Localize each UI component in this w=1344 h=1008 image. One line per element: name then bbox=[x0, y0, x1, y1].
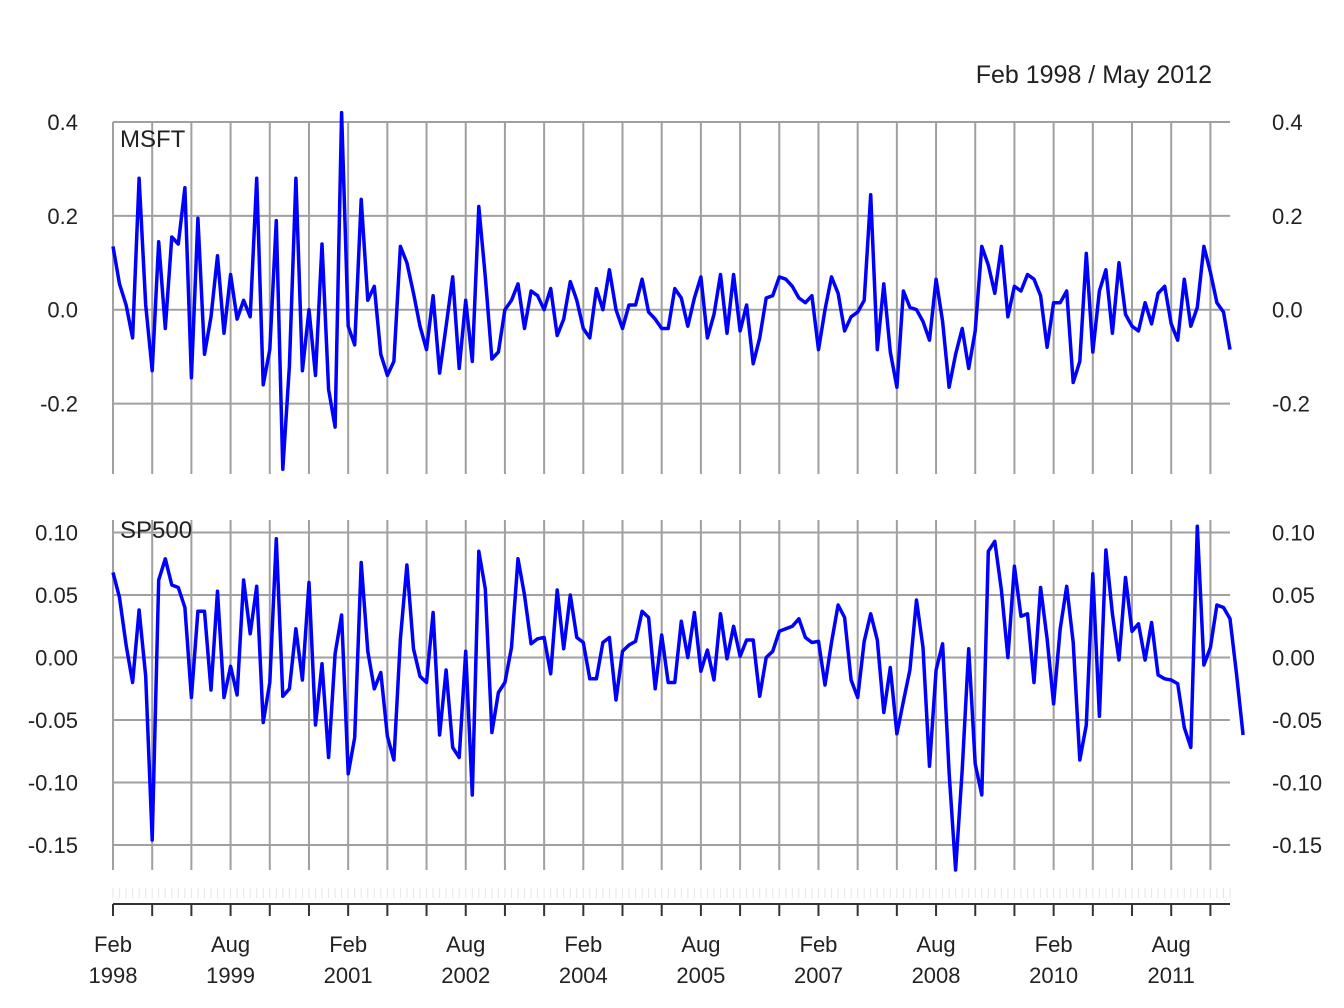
x-tick-label-month: Feb bbox=[800, 932, 838, 957]
msft-panel: -0.2 0.0 0.2 0.4 -0.2 0.0 0.2 0.4 MSFT bbox=[40, 110, 1310, 474]
x-tick-label-year: 2001 bbox=[324, 963, 373, 988]
y-tick-label-right: -0.15 bbox=[1272, 833, 1322, 858]
sp500-y-axis-right: -0.15 -0.10 -0.05 0.00 0.05 0.10 bbox=[1272, 521, 1322, 859]
date-range-label: Feb 1998 / May 2012 bbox=[976, 61, 1212, 89]
x-tick-label-month: Feb bbox=[564, 932, 602, 957]
x-tick-label-month: Aug bbox=[916, 932, 955, 957]
x-axis: Feb 1998 Aug 1999 Feb 2001 Aug 2002 Feb 2004 Aug 20… bbox=[89, 888, 1231, 988]
y-tick-label-left: 0.0 bbox=[47, 298, 78, 323]
msft-y-axis-left: -0.2 0.0 0.2 0.4 bbox=[40, 110, 78, 417]
x-tick-label-month: Feb bbox=[94, 932, 132, 957]
y-tick-label-left: 0.10 bbox=[35, 521, 78, 546]
y-tick-label-right: 0.10 bbox=[1272, 521, 1315, 546]
sp500-panel: -0.15-0.10-0.050.000.050.10 -0.15-0.10-0… bbox=[28, 517, 1322, 872]
x-tick-label-year: 2007 bbox=[794, 963, 843, 988]
x-tick-label-month: Aug bbox=[211, 932, 250, 957]
msft-y-axis-right: -0.2 0.0 0.2 0.4 bbox=[1272, 110, 1310, 417]
y-tick-label-right: 0.05 bbox=[1272, 583, 1315, 608]
x-tick-label-year: 2010 bbox=[1029, 963, 1078, 988]
y-tick-label-left: 0.4 bbox=[47, 110, 78, 135]
x-tick-label-year: 2011 bbox=[1148, 963, 1195, 988]
y-tick-label-left: -0.10 bbox=[28, 771, 78, 796]
y-tick-label-left: 0.2 bbox=[47, 204, 78, 229]
x-tick-label-year: 2005 bbox=[676, 963, 725, 988]
x-tick-label-year: 2008 bbox=[912, 963, 961, 988]
y-tick-label-left: -0.05 bbox=[28, 708, 78, 733]
x-tick-label-month: Feb bbox=[329, 932, 367, 957]
y-tick-label-left: -0.2 bbox=[40, 392, 78, 417]
x-tick-label-month: Feb bbox=[1035, 932, 1073, 957]
y-tick-label-right: 0.2 bbox=[1272, 204, 1303, 229]
sp500-series-label: SP500 bbox=[120, 517, 192, 544]
x-tick-label-month: Aug bbox=[681, 932, 720, 957]
y-tick-label-right: 0.4 bbox=[1272, 110, 1303, 135]
x-tick-label-year: 2004 bbox=[559, 963, 608, 988]
msft-line bbox=[111, 110, 1232, 472]
msft-series bbox=[111, 110, 1232, 472]
y-tick-label-right: -0.10 bbox=[1272, 771, 1322, 796]
y-tick-label-right: -0.05 bbox=[1272, 708, 1322, 733]
sp500-y-axis-left: -0.15 -0.10 -0.05 0.00 0.05 0.10 bbox=[28, 521, 78, 859]
y-tick-label-right: -0.2 bbox=[1272, 392, 1310, 417]
x-tick-label-month: Aug bbox=[446, 932, 485, 957]
y-tick-label-left: 0.00 bbox=[35, 646, 78, 671]
y-tick-label-left: -0.15 bbox=[28, 833, 78, 858]
sp500-series bbox=[111, 524, 1245, 872]
sp500-line bbox=[111, 524, 1245, 872]
x-tick-label-year: 2002 bbox=[441, 963, 490, 988]
x-tick-label-year: 1999 bbox=[206, 963, 255, 988]
y-tick-label-right: 0.00 bbox=[1272, 646, 1315, 671]
y-tick-label-left: 0.05 bbox=[35, 583, 78, 608]
y-tick-label-right: 0.0 bbox=[1272, 298, 1303, 323]
sp500-grid bbox=[112, 520, 1230, 870]
x-tick-label-month: Aug bbox=[1152, 932, 1191, 957]
msft-series-label: MSFT bbox=[120, 126, 186, 153]
x-tick-label-year: 1998 bbox=[89, 963, 138, 988]
